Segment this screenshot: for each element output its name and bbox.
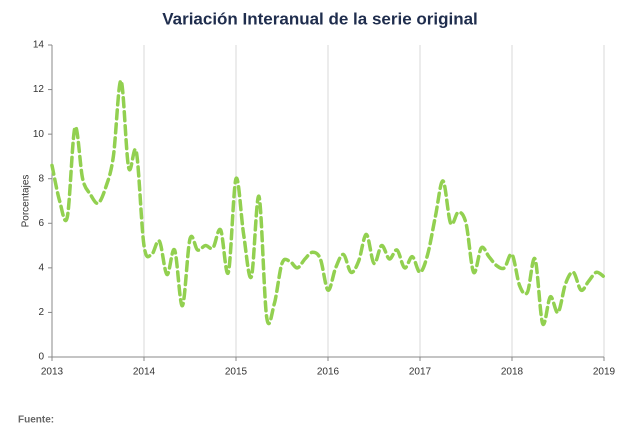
y-tick-label: 0	[38, 352, 44, 363]
x-tick-label: 2016	[317, 367, 340, 378]
x-tick-label: 2018	[501, 367, 524, 378]
x-tick-label: 2015	[225, 367, 248, 378]
y-tick-label: 6	[38, 218, 44, 229]
chart-title: Variación Interanual de la serie origina…	[162, 9, 478, 28]
x-tick-label: 2013	[41, 367, 64, 378]
y-tick-label: 10	[33, 129, 45, 140]
y-tick-label: 14	[33, 40, 45, 51]
x-tick-label: 2019	[593, 367, 616, 378]
y-tick-label: 2	[38, 307, 44, 318]
x-tick-label: 2014	[133, 367, 156, 378]
y-axis-label: Porcentajes	[21, 175, 32, 228]
y-tick-label: 8	[38, 173, 44, 184]
y-tick-label: 4	[38, 262, 44, 273]
x-tick-label: 2017	[409, 367, 432, 378]
data-line	[50, 78, 606, 327]
y-tick-label: 12	[33, 84, 45, 95]
footer: Fuente:	[18, 415, 54, 424]
